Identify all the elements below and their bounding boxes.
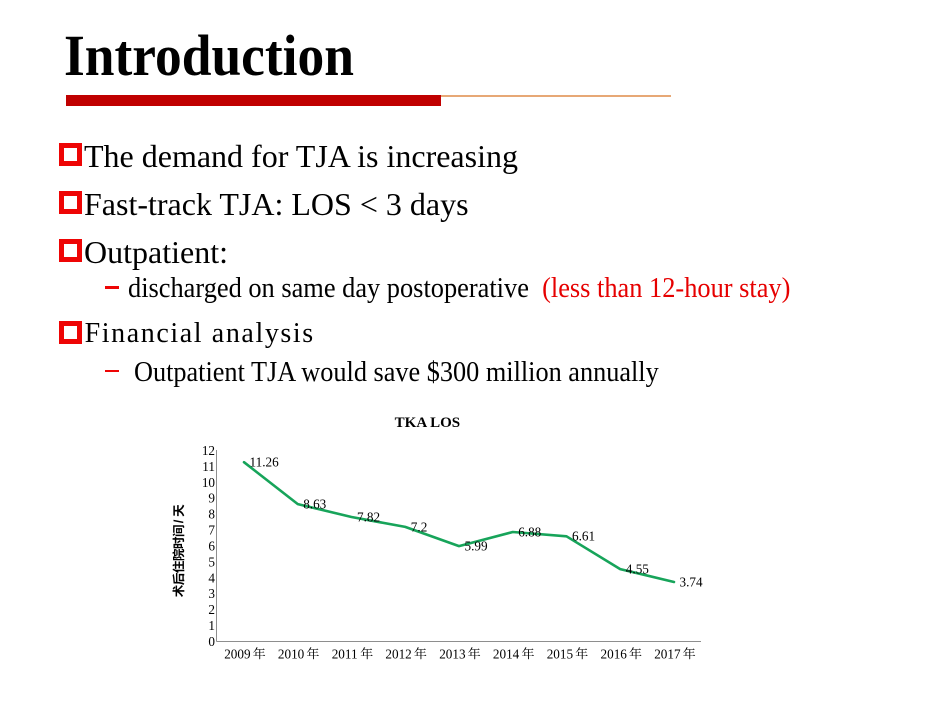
- svg-text:2013: 2013: [439, 646, 466, 661]
- svg-text:4.55: 4.55: [626, 562, 649, 577]
- svg-text:6: 6: [208, 539, 215, 554]
- svg-text:2010: 2010: [278, 646, 305, 661]
- svg-text:7.82: 7.82: [357, 509, 380, 524]
- svg-text:2014: 2014: [493, 646, 520, 661]
- svg-text:1: 1: [208, 618, 215, 633]
- svg-text:3: 3: [208, 586, 215, 601]
- svg-text:4: 4: [208, 570, 215, 585]
- svg-text:10: 10: [202, 475, 216, 490]
- svg-text:12: 12: [202, 443, 215, 458]
- svg-text:2015: 2015: [547, 646, 574, 661]
- svg-text:5: 5: [208, 554, 215, 569]
- svg-text:7: 7: [208, 523, 215, 538]
- svg-text:11.26: 11.26: [250, 455, 280, 470]
- svg-text:9: 9: [208, 491, 215, 506]
- svg-text:2012: 2012: [385, 646, 411, 661]
- svg-text:6.88: 6.88: [518, 524, 541, 539]
- svg-text:2016: 2016: [601, 646, 628, 661]
- svg-text:TKA LOS: TKA LOS: [395, 415, 460, 431]
- svg-text:2011: 2011: [332, 646, 358, 661]
- svg-text:3.74: 3.74: [680, 574, 703, 589]
- svg-text:7.2: 7.2: [411, 519, 427, 534]
- svg-text:2: 2: [208, 602, 215, 617]
- svg-text:/: /: [171, 519, 186, 523]
- svg-text:2017: 2017: [654, 646, 681, 661]
- svg-text:5.99: 5.99: [465, 539, 488, 554]
- svg-text:8.63: 8.63: [303, 497, 326, 512]
- svg-text:0: 0: [208, 634, 215, 649]
- svg-text:8: 8: [208, 507, 215, 522]
- svg-text:6.61: 6.61: [572, 529, 595, 544]
- svg-text:2009: 2009: [224, 646, 251, 661]
- svg-text:11: 11: [202, 459, 215, 474]
